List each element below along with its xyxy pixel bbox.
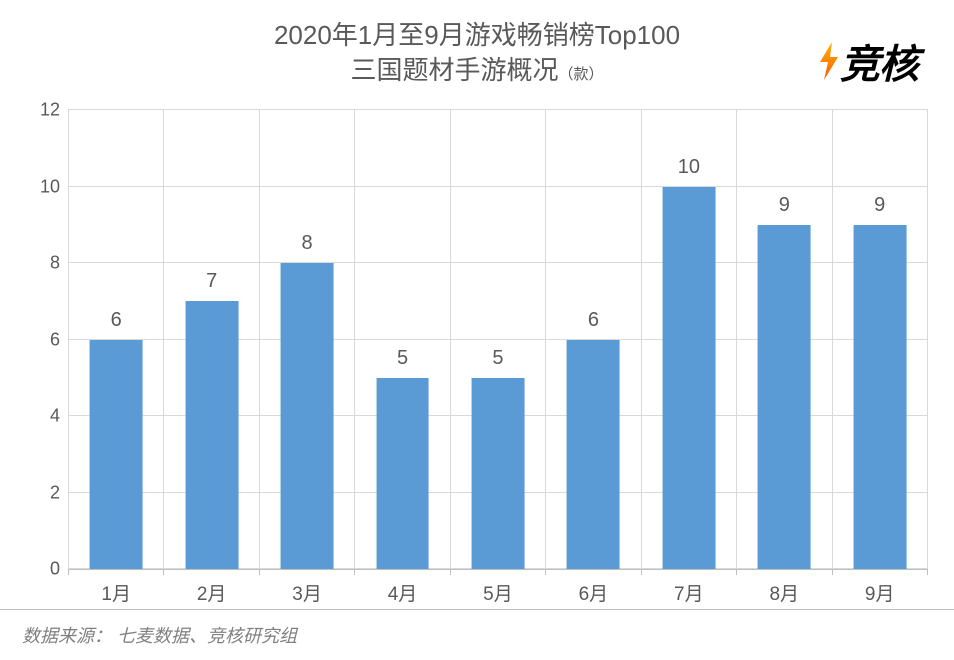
ytick-label: 8 [32,253,60,274]
plot-area: 0 2 4 6 8 10 12 6 1月 7 [68,110,928,570]
bar-value-label: 5 [397,347,408,370]
footer-text: 数据来源： 七麦数据、竞核研究组 [22,626,297,646]
chart-title: 2020年1月至9月游戏畅销榜Top100 三国题材手游概况（款） [0,0,954,88]
xtick-label: 5月 [483,579,513,606]
bar-slot: 9 8月 [737,110,832,569]
bar-value-label: 6 [588,309,599,332]
xtick-label: 1月 [101,579,131,606]
title-line2: 三国题材手游概况（款） [0,53,954,88]
bar-slot: 5 4月 [355,110,450,569]
bar: 9 [853,225,906,569]
ytick-label: 0 [32,559,60,580]
bar-value-label: 6 [111,309,122,332]
ytick-label: 4 [32,406,60,427]
title-line1: 2020年1月至9月游戏畅销榜Top100 [0,18,954,53]
bolt-icon [818,42,840,90]
bar: 6 [90,340,143,570]
data-source-footer: 数据来源： 七麦数据、竞核研究组 [0,609,954,660]
bar-slot: 8 3月 [260,110,355,569]
bar-value-label: 10 [678,156,700,179]
brand-logo: 竞核 [818,32,918,90]
bar: 9 [758,225,811,569]
bar-slot: 10 7月 [642,110,737,569]
bar-slot: 5 5月 [451,110,546,569]
bar-slot: 6 1月 [68,110,164,569]
bar-value-label: 8 [302,232,313,255]
xtick-label: 7月 [674,579,704,606]
bar-value-label: 9 [874,194,885,217]
xtick-label: 8月 [769,579,799,606]
ytick-label: 6 [32,329,60,350]
title-unit: （款） [559,66,604,83]
bar: 5 [472,378,525,569]
logo-text: 竞核 [840,43,918,87]
bar-slot: 6 6月 [546,110,641,569]
title-line2-text: 三国题材手游概况 [350,55,558,85]
bar: 7 [185,301,238,569]
bars-group: 6 1月 7 2月 8 3月 5 [68,110,928,569]
ytick-label: 10 [32,176,60,197]
bar-value-label: 9 [779,194,790,217]
ytick-label: 2 [32,482,60,503]
xtick-label: 9月 [865,579,895,606]
bar-value-label: 7 [206,270,217,293]
xtick-label: 3月 [292,579,322,606]
bar-slot: 7 2月 [164,110,259,569]
bar: 10 [662,187,715,570]
chart-container: 2020年1月至9月游戏畅销榜Top100 三国题材手游概况（款） 竞核 0 2 [0,0,954,660]
ytick-label: 12 [32,100,60,121]
bar-value-label: 5 [492,347,503,370]
bar: 5 [376,378,429,569]
bar: 8 [281,263,334,569]
xtick-label: 2月 [197,579,227,606]
bar: 6 [567,340,620,570]
bar-slot: 9 9月 [833,110,928,569]
xtick-label: 6月 [579,579,609,606]
xtick-label: 4月 [388,579,418,606]
